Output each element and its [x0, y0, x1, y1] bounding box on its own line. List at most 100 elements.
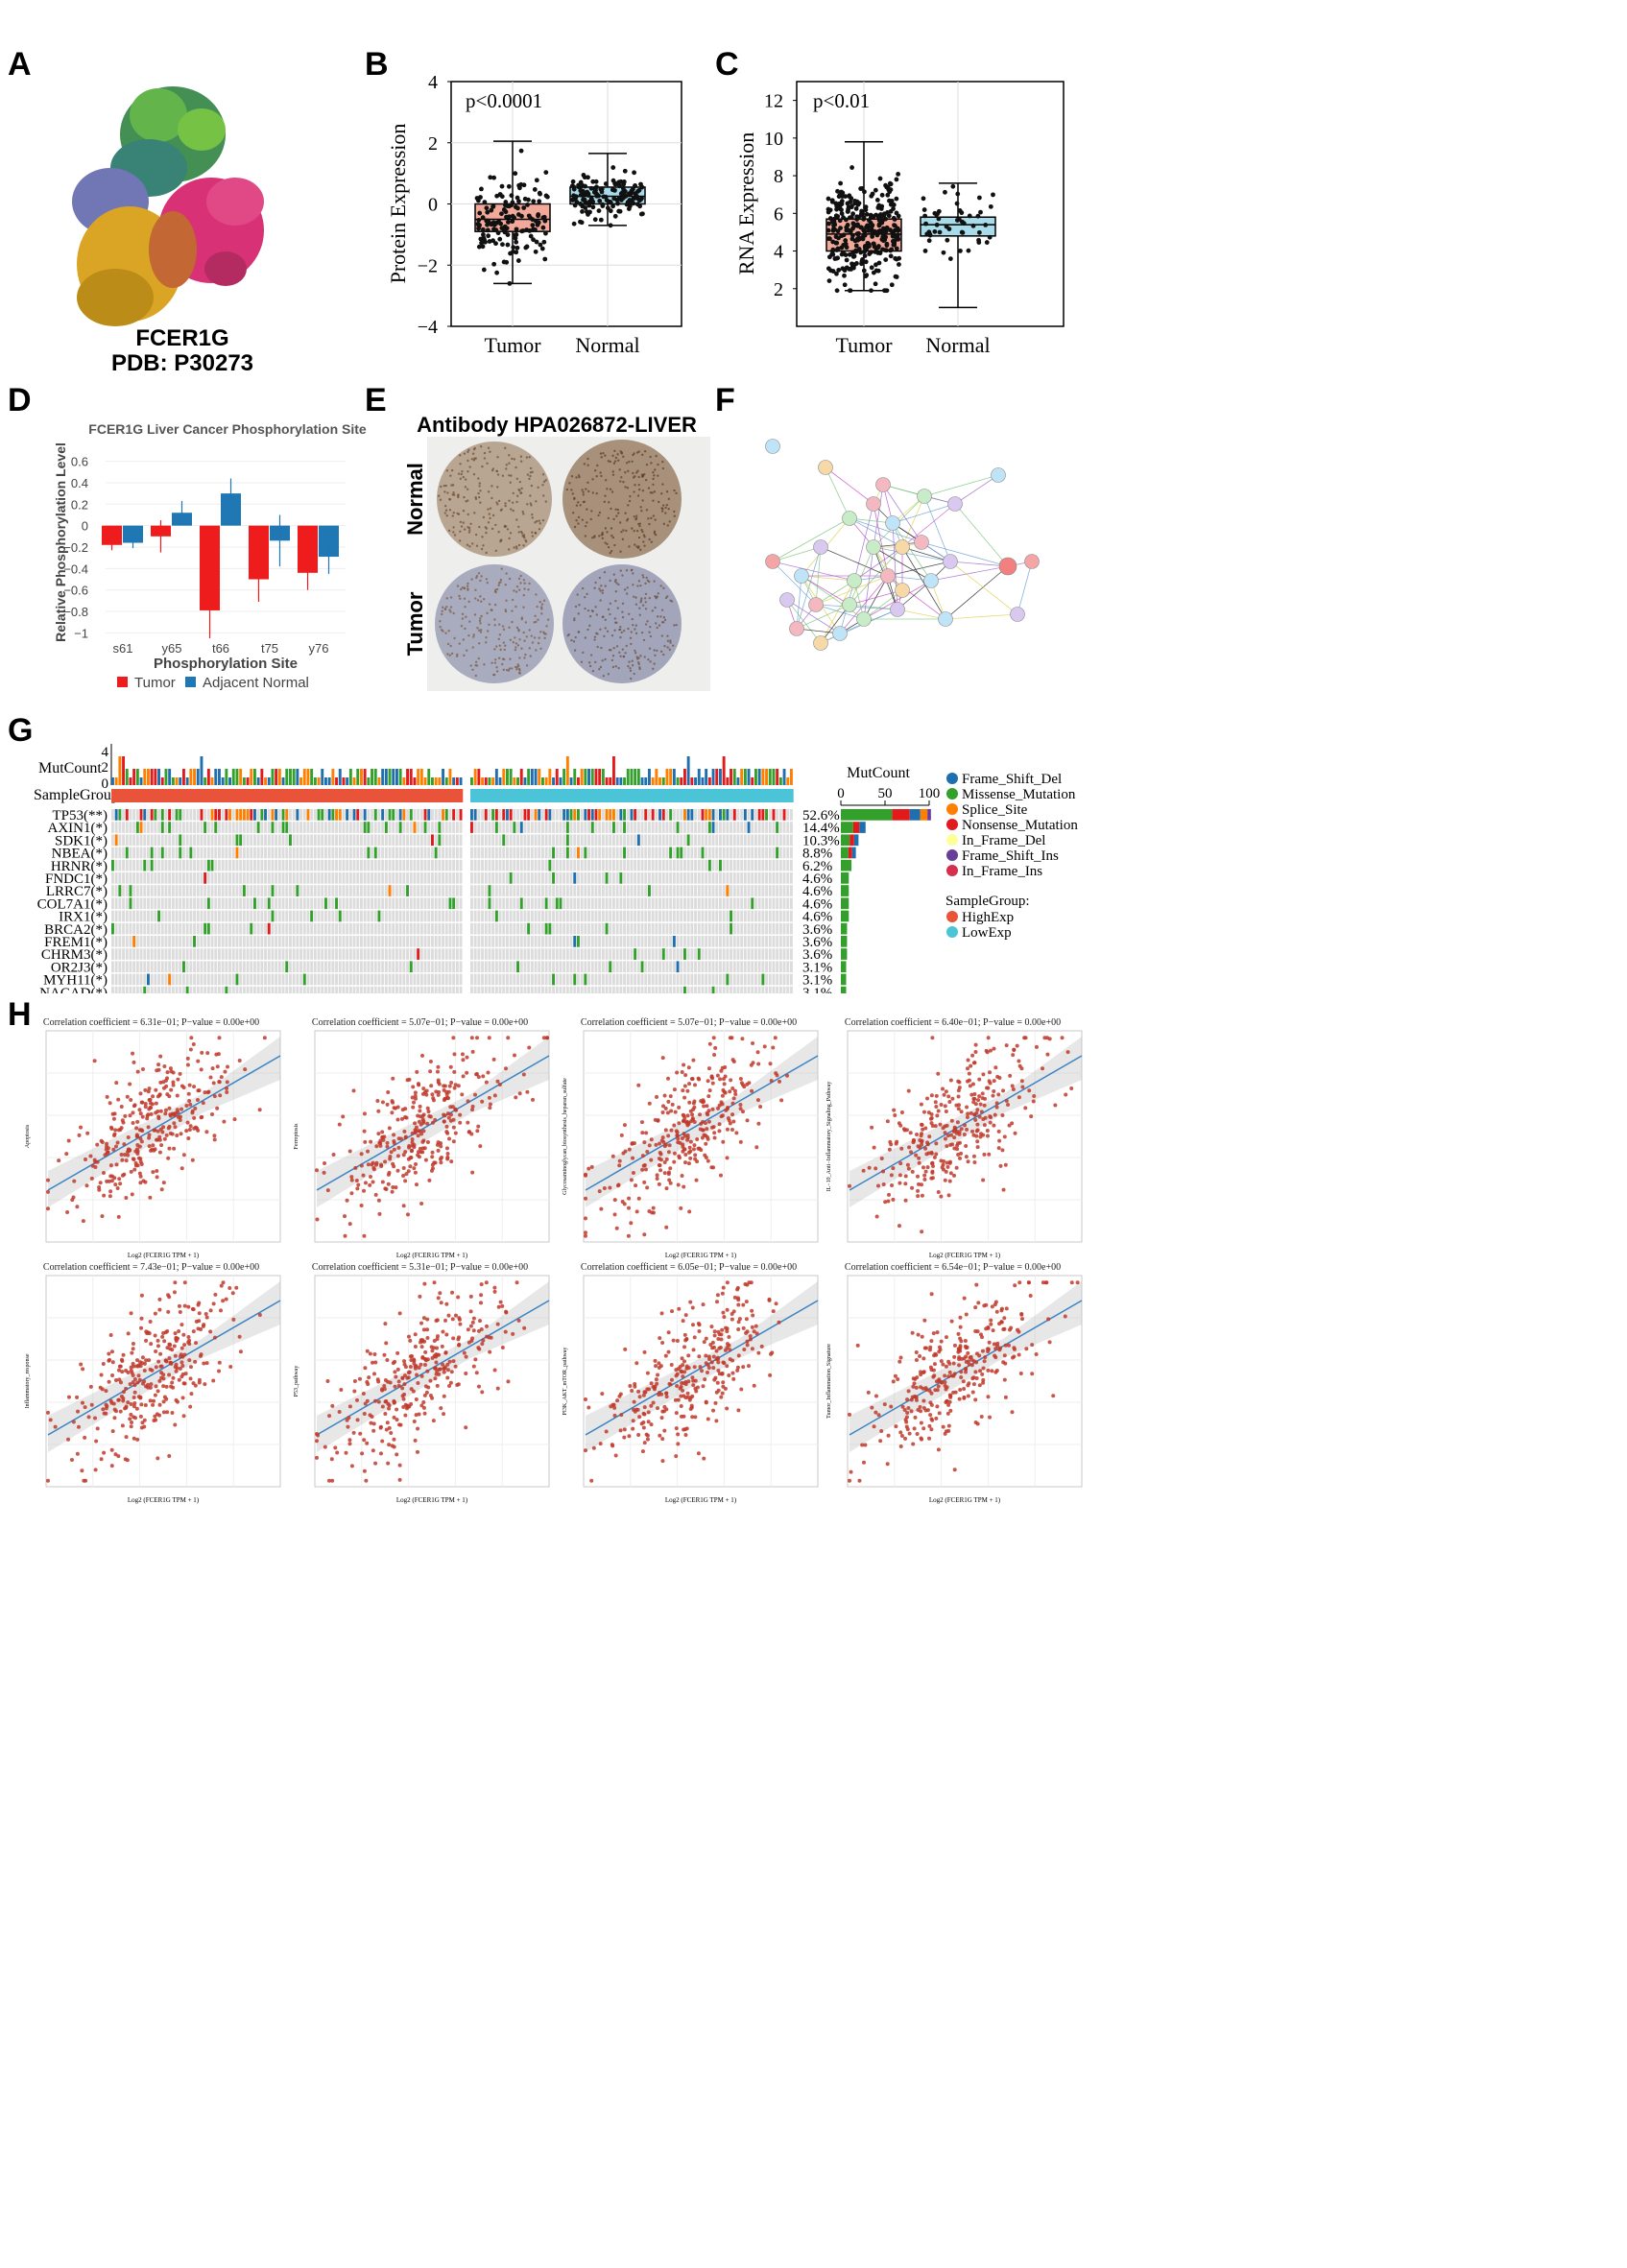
top-axis-tick: 2 [102, 760, 109, 776]
mutcount-tick: 100 [919, 786, 941, 801]
y-tick: 0 [82, 519, 88, 534]
legend-tumor: Tumor [134, 675, 176, 691]
panel-letter-d: D [8, 382, 32, 418]
protein-boxplot: 4 2 0 −2 −4 Protein Expression p<0.0001 Tumo… [386, 72, 682, 357]
sample-group-bar [111, 789, 464, 802]
gene-label: IRX1(*) [59, 910, 108, 925]
gene-name: FCER1G [135, 325, 229, 351]
legend-swatch [946, 849, 958, 861]
x-tick-normal: Normal [925, 333, 990, 357]
y-tick: −4 [418, 317, 438, 338]
legend-swatch [946, 911, 958, 922]
correlation-title: Correlation coefficient = 6.40e−01; P−va… [844, 1017, 1062, 1028]
network-node [991, 467, 1006, 483]
panel-letter-a: A [8, 46, 32, 83]
legend-mutation-type: Frame_Shift_Del [962, 772, 1062, 787]
network-node [895, 539, 910, 555]
legend-mutation-type: Missense_Mutation [962, 787, 1076, 802]
x-axis-label: Log2 (FCER1G TPM + 1) [929, 1496, 1001, 1504]
gene-label: HRNR(*) [51, 859, 108, 874]
panel-letter-g: G [8, 712, 34, 749]
y-tick: 12 [764, 91, 783, 112]
y-tick: 6 [774, 203, 783, 225]
y-axis-label: Glycosaminoglycan_biosynthesis_heparan_s… [562, 1078, 568, 1195]
gene-label: TP53(**) [53, 808, 108, 824]
gene-label: FREM1(*) [44, 935, 108, 950]
gene-label: BRCA2(*) [44, 922, 108, 938]
samplegroup-label: SampleGroup [34, 787, 119, 803]
gene-percent: 3.1% [802, 973, 832, 989]
network-node [779, 592, 795, 608]
bar-t66-tumor [200, 525, 220, 610]
mutcount-axis-label: MutCount [847, 765, 910, 781]
sample-group-bar [470, 789, 794, 802]
legend-sample-group: HighExp [962, 910, 1014, 925]
x-tick: s61 [113, 641, 133, 656]
gene-label: COL7A1(*) [37, 896, 108, 912]
legend-mutation-type: Nonsense_Mutation [962, 818, 1078, 833]
legend-swatch [946, 773, 958, 784]
y-axis-label: Tumor_Inflammation_Signature [825, 1344, 832, 1419]
legend-mutation-type: Splice_Site [962, 802, 1028, 818]
correlation-scatter-plot: Correlation coefficient = 6.54e−01; P−va… [821, 1262, 1085, 1507]
correlation-title: Correlation coefficient = 6.54e−01; P−va… [844, 1262, 1062, 1273]
network-node [842, 511, 857, 526]
gene-label: NBEA(*) [52, 847, 108, 862]
network-node [914, 535, 929, 550]
network-node [923, 573, 939, 588]
y-axis-label: PI3K_AKT_mTOR_pathway [562, 1348, 568, 1416]
network-node [938, 611, 953, 627]
panel-letter-e: E [365, 382, 387, 418]
network-node [895, 583, 910, 598]
correlation-title: Correlation coefficient = 7.43e−01; P−va… [42, 1262, 260, 1273]
correlation-title: Correlation coefficient = 5.07e−01; P−va… [580, 1017, 798, 1028]
legend-group-title: SampleGroup: [945, 894, 1030, 909]
network-node [765, 554, 780, 569]
ihc-title: Antibody HPA026872-LIVER [417, 413, 697, 437]
x-tick-tumor: Tumor [835, 333, 893, 357]
y-tick: −0.4 [63, 561, 88, 576]
network-node [890, 602, 905, 617]
network-node [818, 460, 833, 475]
correlation-scatter-plot: Correlation coefficient = 6.40e−01; P−va… [821, 1017, 1085, 1262]
bar-t66-normal [221, 493, 241, 526]
network-node [998, 557, 1017, 576]
gene-label: AXIN1(*) [48, 821, 108, 836]
x-tick: t75 [261, 641, 278, 656]
y-tick: 10 [764, 129, 783, 150]
x-axis-label: Log2 (FCER1G TPM + 1) [929, 1252, 1001, 1259]
network-node [917, 489, 932, 504]
y-tick: 0.4 [71, 476, 88, 490]
panel-letter-f: F [715, 382, 735, 418]
network-node [808, 597, 824, 612]
x-axis-label: Log2 (FCER1G TPM + 1) [665, 1252, 737, 1259]
network-node [842, 597, 857, 612]
bar-y76-tumor [298, 525, 318, 573]
ihc-images: Normal Tumor [403, 437, 710, 691]
y-tick: −0.8 [63, 605, 88, 619]
gene-percent: 4.6% [802, 871, 832, 887]
legend-mutation-type: Frame_Shift_Ins [962, 848, 1059, 864]
gene-percent: 6.2% [802, 859, 832, 874]
y-tick: 8 [774, 166, 783, 187]
rna-boxplot: 12 10 8 6 4 2 RNA Expression p<0.01 Tumor Nor… [734, 81, 1065, 357]
y-tick: 4 [774, 242, 783, 263]
network-node [1024, 554, 1040, 569]
top-axis-tick: 0 [102, 776, 109, 792]
legend-swatch [946, 865, 958, 876]
y-tick: −0.6 [63, 584, 88, 598]
correlation-scatter-plot: Correlation coefficient = 5.07e−01; P−va… [288, 1017, 552, 1262]
network-node [866, 539, 881, 555]
legend-swatch [946, 819, 958, 830]
gene-percent: 3.1% [802, 960, 832, 975]
ihc-tumor-2 [562, 564, 682, 683]
network-node [765, 439, 780, 454]
gene-label: LRRC7(*) [46, 884, 108, 899]
network-node [875, 477, 891, 492]
gene-percent: 52.6% [802, 808, 840, 824]
legend-swatch [946, 926, 958, 938]
y-tick: 2 [774, 279, 783, 300]
oncoplot: MutCount 4 2 0 SampleGroup TP53(**) 52.6%… [34, 744, 1078, 993]
ihc-normal-1 [437, 442, 552, 557]
legend-swatch [946, 788, 958, 800]
